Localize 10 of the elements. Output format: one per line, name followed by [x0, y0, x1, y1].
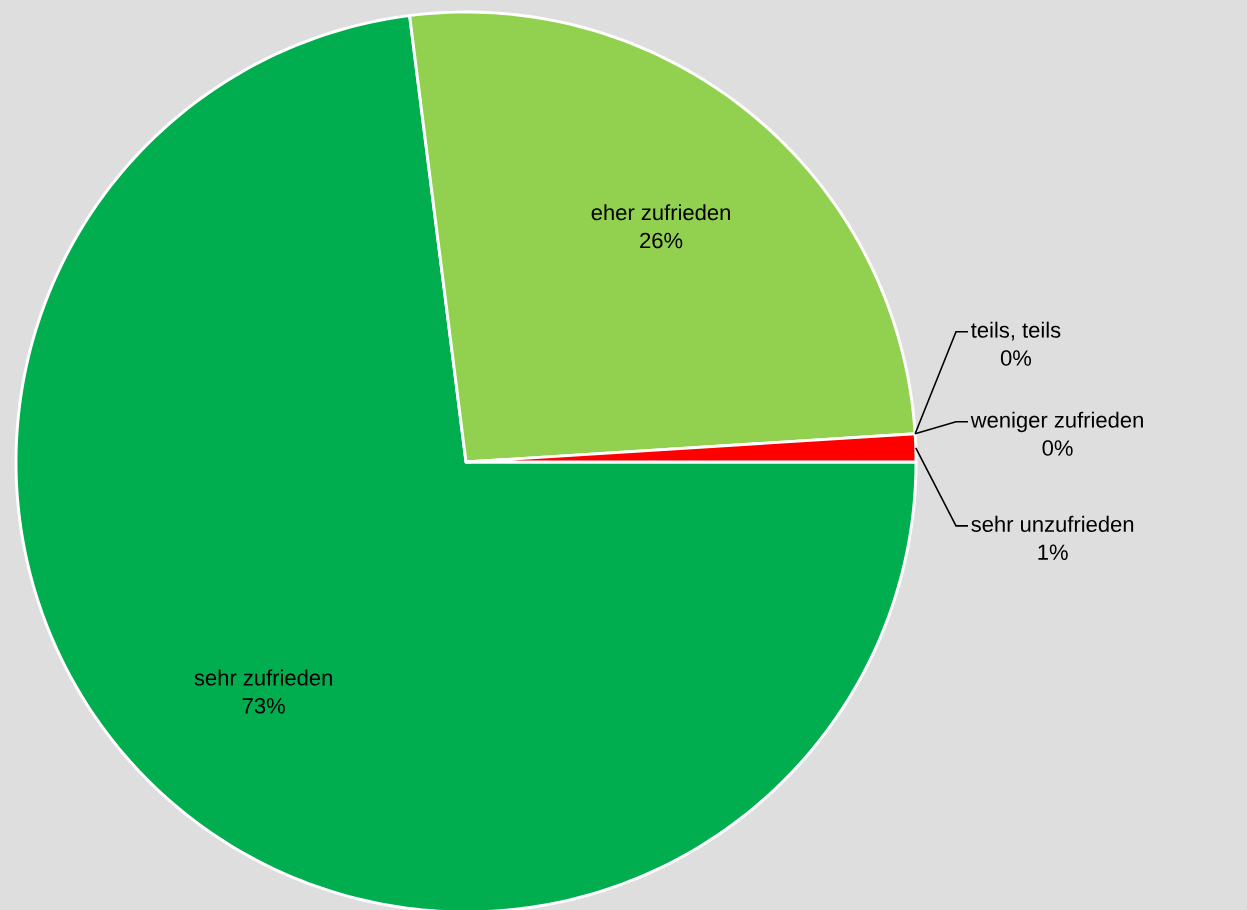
text: 0% — [1042, 440, 1073, 456]
data-label: 73% — [242, 698, 285, 714]
slice-label: sehr zufrieden — [194, 669, 332, 686]
text: 0% — [1000, 350, 1032, 366]
slice-label: eher zufrieden — [591, 204, 730, 221]
data-label: 1% — [1038, 544, 1068, 560]
legend-label: weniger zufrieden — [970, 411, 1143, 433]
category-label: teils, teils — [971, 321, 1061, 341]
data-label: 26% — [640, 232, 683, 249]
slice-label: sehr unzufrieden — [971, 515, 1134, 532]
